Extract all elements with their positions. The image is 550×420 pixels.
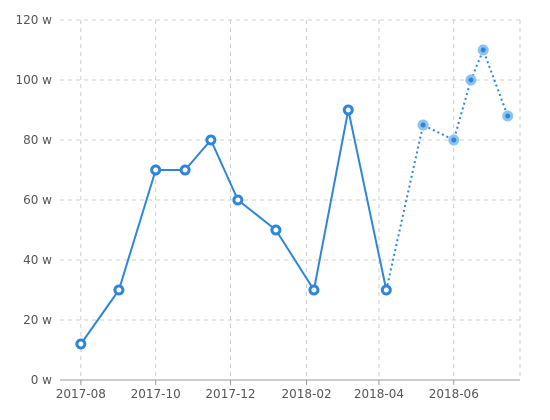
data-point[interactable] xyxy=(232,194,244,206)
series-points xyxy=(75,44,514,350)
series-line-dotted xyxy=(385,47,509,291)
x-tick-label: 2017-08 xyxy=(56,387,106,401)
x-tick-label: 2018-04 xyxy=(354,387,404,401)
data-point[interactable] xyxy=(448,134,460,146)
y-tick-label: 100 w xyxy=(15,73,52,87)
y-tick-label: 60 w xyxy=(23,193,52,207)
y-tick-label: 120 w xyxy=(15,13,52,27)
data-point[interactable] xyxy=(342,104,354,116)
grid xyxy=(60,19,521,380)
y-tick-label: 40 w xyxy=(23,253,52,267)
data-point[interactable] xyxy=(150,164,162,176)
x-tick-label: 2018-02 xyxy=(281,387,331,401)
data-point[interactable] xyxy=(205,134,217,146)
data-point[interactable] xyxy=(417,119,429,131)
data-point[interactable] xyxy=(113,284,125,296)
data-point[interactable] xyxy=(502,110,514,122)
x-tick-label: 2017-10 xyxy=(131,387,181,401)
data-point[interactable] xyxy=(308,284,320,296)
data-point[interactable] xyxy=(465,74,477,86)
y-tick-label: 80 w xyxy=(23,133,52,147)
y-tick-label: 0 w xyxy=(31,373,52,387)
data-point[interactable] xyxy=(270,224,282,236)
data-point[interactable] xyxy=(477,44,489,56)
series-lines xyxy=(80,47,509,345)
x-tick-label: 2018-06 xyxy=(429,387,479,401)
data-point[interactable] xyxy=(75,338,87,350)
series-line-solid xyxy=(80,109,388,345)
axes: 0 w 20 w 40 w 60 w 80 w 100 w 120 w 2017-08 2017… xyxy=(15,13,520,401)
x-tick-label: 2017-12 xyxy=(205,387,255,401)
data-point[interactable] xyxy=(179,164,191,176)
y-tick-label: 20 w xyxy=(23,313,52,327)
data-point[interactable] xyxy=(380,284,392,296)
